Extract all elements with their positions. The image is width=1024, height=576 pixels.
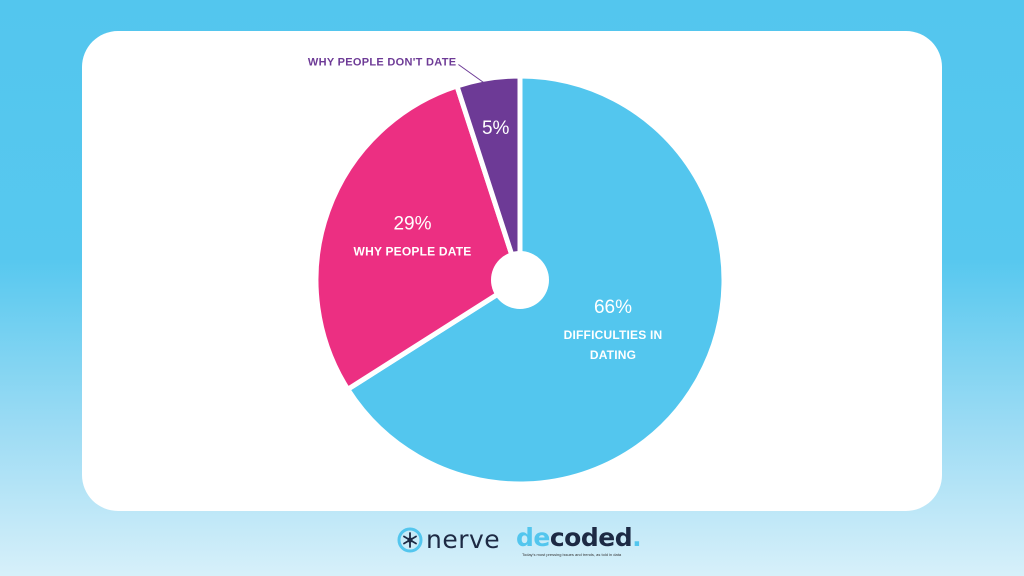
decoded-logo-text: decoded. [516, 523, 642, 552]
chart-card: 66% DIFFICULTIES IN DATING 29% WHY PEOPLE DA… [82, 31, 942, 511]
nerve-logo[interactable]: nerve [397, 525, 500, 555]
pie-value-label-why-people-date: 29% [393, 213, 431, 234]
pie-slice-why-people-don-t-date [454, 73, 523, 283]
pie-category-label-difficulties-in-dating: DATING [590, 348, 636, 362]
pie-category-label-why-people-date: WHY PEOPLE DATE [354, 244, 472, 258]
donut-hole [491, 251, 549, 309]
callout-leader-line [458, 64, 487, 85]
pie-category-label-difficulties-in-dating: DIFFICULTIES IN [564, 328, 663, 342]
footer: nerve decoded. Today's most pressing iss… [0, 524, 1024, 564]
decoded-tagline: Today's most pressing issues and trends,… [522, 552, 622, 557]
pie-value-label-difficulties-in-dating: 66% [594, 297, 632, 318]
decoded-logo[interactable]: decoded. Today's most pressing issues an… [516, 523, 642, 558]
pie-chart: 66% DIFFICULTIES IN DATING 29% WHY PEOPLE DA… [308, 57, 727, 487]
nerve-logo-icon [397, 527, 423, 553]
callout-label-why-people-don-t-date: WHY PEOPLE DON'T DATE [308, 57, 456, 69]
nerve-logo-text: nerve [426, 525, 501, 554]
pie-value-label-why-people-don-t-date: 5% [482, 118, 510, 139]
pie-slice-why-people-date [313, 83, 523, 392]
